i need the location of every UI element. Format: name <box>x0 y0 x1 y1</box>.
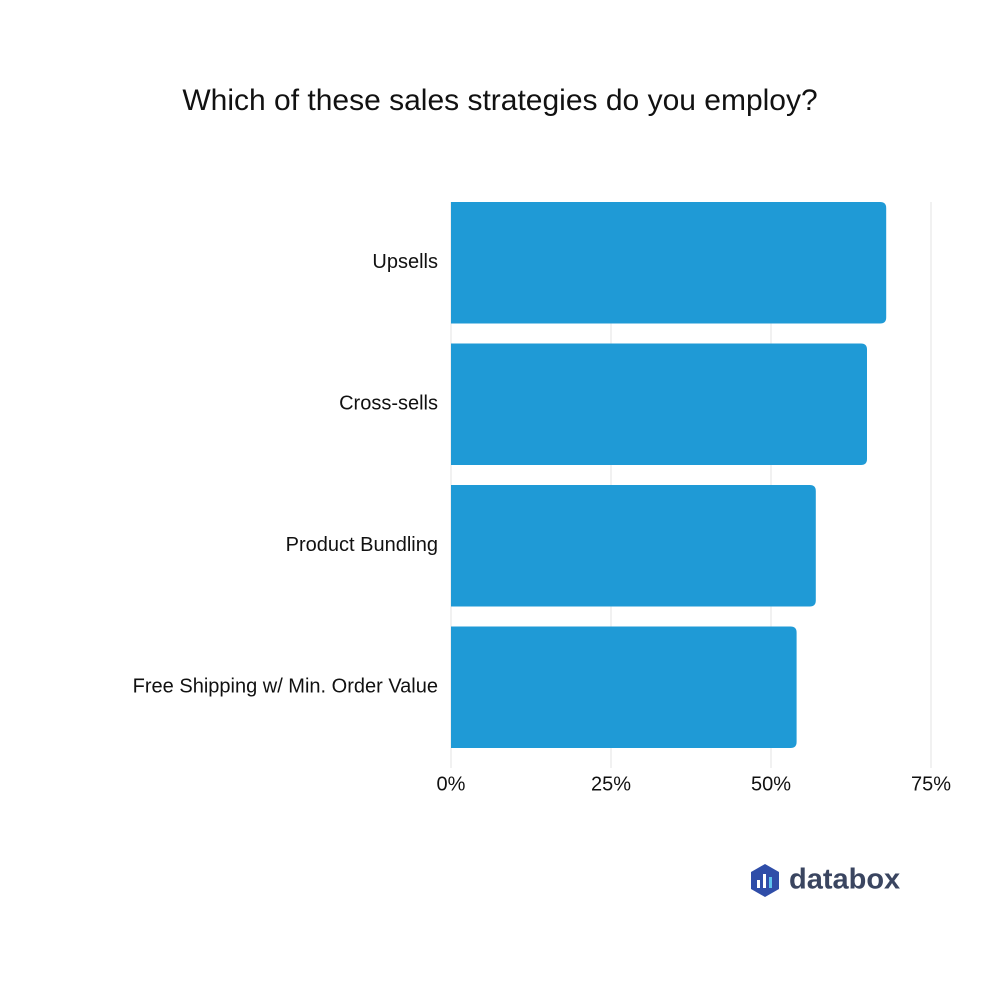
y-tick-label: Upsells <box>372 251 438 273</box>
y-tick-label: Product Bundling <box>286 534 438 556</box>
x-tick-label: 0% <box>437 773 466 795</box>
logo-icon-bar <box>757 880 760 888</box>
logo-icon-bar <box>763 874 766 888</box>
bar <box>451 202 887 324</box>
logo-icon-bar <box>769 877 772 888</box>
logo-text: databox <box>789 864 900 896</box>
bar <box>451 343 867 465</box>
x-tick-label: 75% <box>911 773 951 795</box>
y-tick-label: Free Shipping w/ Min. Order Value <box>133 676 438 698</box>
x-tick-label: 50% <box>751 773 791 795</box>
y-tick-label: Cross-sells <box>339 393 438 415</box>
bar <box>451 485 816 607</box>
logo: databox <box>751 864 900 897</box>
chart-title: Which of these sales strategies do you e… <box>182 84 817 117</box>
bar <box>451 626 797 748</box>
x-tick-label: 25% <box>591 773 631 795</box>
